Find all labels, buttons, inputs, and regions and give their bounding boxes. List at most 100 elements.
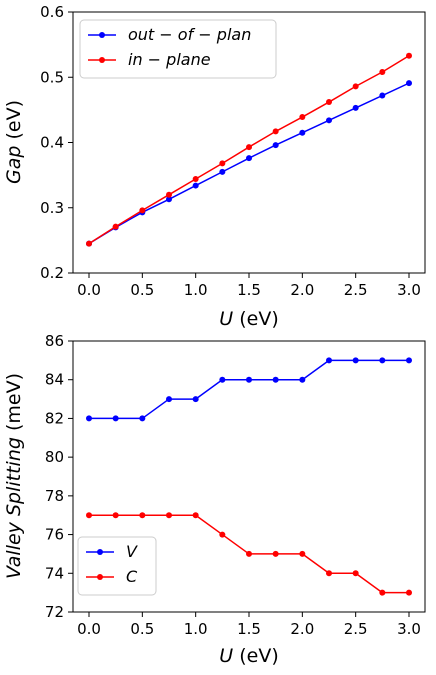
- gap-chart-data-point: [166, 191, 172, 198]
- valley-splitting-chart-x-tick-label: 3.0: [397, 620, 421, 638]
- valley-splitting-chart-x-axis-label: U (eV): [219, 645, 278, 667]
- valley-splitting-chart-data-point: [299, 550, 306, 557]
- valley-splitting-chart-y-tick-label: 78: [45, 487, 64, 505]
- valley-splitting-chart-data-point: [272, 376, 279, 383]
- valley-splitting-chart-data-point: [272, 550, 279, 557]
- valley-splitting-chart-x-tick-label: 0.0: [77, 620, 101, 638]
- valley-splitting-chart-legend-swatch-marker: [97, 574, 103, 580]
- gap-chart-data-point: [139, 207, 146, 214]
- valley-splitting-chart-y-tick-label: 84: [45, 371, 64, 389]
- gap-chart-data-point: [406, 80, 412, 87]
- gap-chart-data-point: [219, 160, 226, 167]
- valley-splitting-chart-data-point: [192, 396, 199, 403]
- valley-splitting-chart-data-point: [326, 570, 332, 577]
- gap-chart-data-point: [219, 168, 226, 175]
- valley-splitting-chart-x-tick-label: 1.5: [237, 620, 261, 638]
- gap-chart-x-tick-label: 3.0: [397, 281, 421, 299]
- valley-splitting-chart-data-point: [112, 512, 119, 519]
- valley-splitting-chart-data-point: [139, 415, 146, 422]
- valley-splitting-chart-data-point: [379, 357, 386, 364]
- gap-chart-x-tick-label: 1.0: [184, 281, 208, 299]
- gap-chart-y-tick-label: 0.6: [40, 3, 64, 21]
- gap-chart-data-point: [299, 114, 306, 121]
- valley-splitting-chart-data-point: [299, 376, 306, 383]
- gap-chart-x-tick-label: 0.0: [77, 281, 101, 299]
- valley-splitting-chart-legend: VC: [77, 536, 157, 596]
- gap-chart-x-axis-label: U (eV): [219, 308, 278, 330]
- valley-splitting-chart-legend-swatch-marker: [97, 549, 103, 555]
- gap-chart-data-point: [326, 99, 332, 106]
- gap-chart-legend-swatch-marker: [99, 32, 105, 38]
- valley-splitting-chart-data-point: [352, 570, 359, 577]
- gap-chart-series-line-0: [88, 82, 410, 245]
- gap-chart-y-tick-label: 0.2: [40, 264, 64, 282]
- valley-splitting-chart-y-tick-label: 74: [45, 564, 64, 582]
- valley-splitting-chart-data-point: [112, 415, 119, 422]
- valley-splitting-chart-y-axis-label: Valley Splitting (meV): [3, 373, 25, 579]
- gap-chart-data-point: [86, 240, 92, 247]
- gap-chart-data-point: [326, 117, 332, 124]
- valley-splitting-chart-y-tick-label: 82: [45, 409, 64, 427]
- valley-splitting-chart-y-tick-label: 72: [45, 603, 64, 621]
- gap-chart-data-point: [352, 83, 359, 90]
- gap-chart-x-tick-label: 1.5: [237, 281, 261, 299]
- valley-splitting-chart-legend-label: C: [126, 567, 138, 586]
- valley-splitting-chart-x-tick-label: 2.0: [290, 620, 314, 638]
- gap-chart-data-point: [246, 144, 252, 151]
- gap-chart-data-point: [192, 176, 199, 183]
- valley-splitting-chart-data-point: [86, 512, 92, 519]
- valley-splitting-chart-legend-box: [77, 536, 157, 596]
- gap-chart-x-tick-label: 2.5: [344, 281, 368, 299]
- valley-splitting-chart-y-tick-label: 80: [45, 448, 64, 466]
- gap-chart-legend: out − of − plan in − plane: [79, 19, 277, 79]
- gap-chart-legend-label: out − of − plan: [128, 25, 251, 44]
- gap-chart-data-point: [166, 196, 172, 203]
- valley-splitting-chart: 0.0 0.5 1.0 1.5 2.0 2.5 3.0 72 74 76 78 80 82 84 86 U …: [3, 332, 426, 667]
- valley-splitting-chart-data-point: [86, 415, 92, 422]
- valley-splitting-chart-data-point: [166, 512, 172, 519]
- gap-chart-y-tick-label: 0.4: [40, 134, 64, 152]
- gap-chart-series: [86, 52, 412, 247]
- gap-chart-data-point: [352, 104, 359, 111]
- valley-splitting-chart-data-point: [219, 376, 226, 383]
- gap-chart-data-point: [379, 92, 386, 99]
- valley-splitting-chart-x-tick-label: 1.0: [184, 620, 208, 638]
- valley-splitting-chart-legend-label: V: [126, 542, 138, 561]
- gap-chart-data-point: [192, 182, 199, 189]
- gap-chart-data-point: [112, 223, 119, 230]
- valley-splitting-chart-ticks: 0.0 0.5 1.0 1.5 2.0 2.5 3.0 72 74 76 78 80 82 84 86: [45, 332, 421, 638]
- valley-splitting-chart-data-point: [406, 589, 412, 596]
- gap-chart-ticks: 0.0 0.5 1.0 1.5 2.0 2.5 3.0 0.2 0.3 0.4 0.5 0.6: [40, 3, 421, 299]
- valley-splitting-chart-data-point: [166, 396, 172, 403]
- valley-splitting-chart-x-tick-label: 2.5: [344, 620, 368, 638]
- gap-chart-data-point: [246, 155, 252, 162]
- gap-chart-data-point: [379, 69, 386, 76]
- valley-splitting-chart-series: [86, 357, 412, 596]
- gap-chart-legend-swatch-marker: [99, 57, 105, 63]
- gap-chart-legend-label: in − plane: [128, 50, 211, 69]
- gap-chart-x-tick-label: 2.0: [290, 281, 314, 299]
- valley-splitting-chart-data-point: [406, 357, 412, 364]
- valley-splitting-chart-x-tick-label: 0.5: [130, 620, 154, 638]
- valley-splitting-chart-y-tick-label: 86: [45, 332, 64, 350]
- gap-chart-y-axis-label: Gap (eV): [3, 100, 25, 184]
- valley-splitting-chart-data-point: [246, 376, 252, 383]
- valley-splitting-chart-data-point: [192, 512, 199, 519]
- valley-splitting-chart-data-point: [326, 357, 332, 364]
- valley-splitting-chart-series-line-0: [89, 359, 409, 420]
- gap-chart-data-point: [272, 128, 279, 135]
- valley-splitting-chart-data-point: [246, 550, 252, 557]
- valley-splitting-chart-data-point: [219, 531, 226, 538]
- valley-splitting-chart-data-point: [379, 589, 386, 596]
- gap-chart-y-tick-label: 0.3: [40, 199, 64, 217]
- gap-chart-data-point: [299, 129, 306, 136]
- gap-chart-y-tick-label: 0.5: [40, 68, 64, 86]
- gap-chart-legend-box: [79, 19, 277, 79]
- gap-chart-data-point: [272, 142, 279, 149]
- gap-chart-x-tick-label: 0.5: [130, 281, 154, 299]
- valley-splitting-chart-data-point: [352, 357, 359, 364]
- gap-chart: 0.0 0.5 1.0 1.5 2.0 2.5 3.0 0.2 0.3 0.4 0.5 0.6 U (…: [3, 3, 426, 330]
- valley-splitting-chart-data-point: [139, 512, 146, 519]
